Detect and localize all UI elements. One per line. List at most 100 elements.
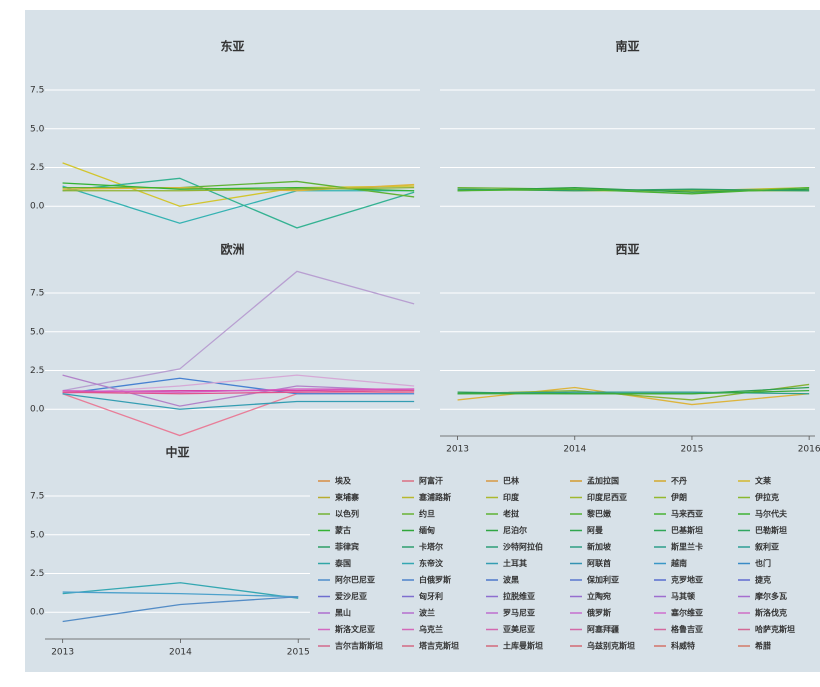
panel-title: 西亚 [615,243,639,257]
legend-label: 巴基斯坦 [671,525,703,535]
panel-title: 东亚 [220,39,244,54]
legend-label: 不丹 [671,477,687,486]
legend-label: 阿曼 [587,525,603,535]
legend-label: 波兰 [419,608,435,618]
legend-label: 斯洛文尼亚 [335,624,375,634]
legend-label: 土库曼斯坦 [503,641,543,651]
legend-label: 巴林 [503,476,519,486]
legend-label: 尼泊尔 [503,525,527,535]
y-tick-label: 5.0 [30,327,45,337]
y-tick-label: 2.5 [30,569,44,579]
legend-label: 塞尔维亚 [670,608,703,618]
series-line [62,389,415,395]
series-line [62,186,415,192]
legend-label: 立陶宛 [587,591,611,601]
legend-label: 亚美尼亚 [503,624,535,634]
legend-label: 沙特阿拉伯 [503,542,543,552]
y-tick-label: 7.5 [30,86,44,96]
legend-label: 吉尔吉斯斯坦 [335,641,383,651]
series-line [457,391,810,395]
series-line [457,186,810,195]
legend-label: 希腊 [755,641,771,651]
y-tick-label: 2.5 [30,366,44,376]
legend-label: 马其顿 [671,591,695,601]
legend-label: 摩尔多瓦 [754,591,787,601]
legend-label: 缅甸 [419,525,435,535]
y-tick-label: 0.0 [30,405,45,415]
x-tick-label: 2015 [681,445,704,455]
panel-title: 南亚 [615,39,639,54]
series-line [62,596,299,623]
series-line [62,582,299,599]
legend-label: 泰国 [334,558,351,568]
y-tick-label: 7.5 [30,289,44,299]
legend-label: 伊拉克 [754,492,779,502]
x-tick-label: 2014 [563,445,586,455]
series-line [457,389,810,395]
legend-label: 孟加拉国 [587,476,619,486]
legend-label: 波黑 [503,575,519,585]
legend-label: 马尔代夫 [755,509,788,519]
x-tick-label: 2013 [446,445,469,455]
legend-label: 保加利亚 [586,575,619,585]
x-tick-label: 2016 [798,445,820,455]
legend-label: 埃及 [335,476,352,486]
legend-label: 克罗地亚 [671,575,703,585]
x-tick-label: 2013 [51,648,74,658]
series-line [62,377,415,395]
y-tick-label: 0.0 [30,202,45,212]
legend-label: 匈牙利 [418,591,443,601]
legend-label: 柬埔寨 [334,492,359,502]
y-tick-label: 0.0 [30,608,45,618]
series-line [62,591,299,598]
legend-label: 罗马尼亚 [503,609,535,618]
series-line [62,185,415,224]
series-line [62,391,415,437]
legend-label: 黑山 [335,608,351,618]
legend-label: 卡塔尔 [419,542,443,552]
legend-label: 白俄罗斯 [419,575,451,585]
legend-label: 文莱 [755,476,771,486]
legend-label: 俄罗斯 [586,608,611,618]
legend-label: 越南 [670,558,687,568]
legend-label: 印度尼西亚 [587,492,627,502]
legend-label: 乌兹别克斯坦 [587,641,635,651]
x-tick-label: 2014 [169,648,192,658]
legend-label: 伊朗 [670,492,687,502]
legend-label: 捷克 [755,575,771,585]
legend-label: 塞浦路斯 [418,492,451,502]
legend-label: 以色列 [335,509,359,519]
legend-label: 格鲁吉亚 [671,624,703,634]
legend-label: 哈萨克斯坦 [755,624,795,634]
y-tick-label: 2.5 [30,163,44,173]
y-tick-label: 5.0 [30,124,45,134]
y-tick-label: 7.5 [30,492,44,502]
legend-label: 斯洛伐克 [755,608,787,618]
legend-label: 乌克兰 [419,624,443,634]
legend-label: 巴勒斯坦 [755,525,787,535]
legend-label: 印度 [503,492,520,502]
series-line [62,374,415,407]
background [25,10,820,672]
legend-label: 老挝 [502,509,520,519]
legend-label: 斯里兰卡 [671,542,703,552]
legend-label: 爱沙尼亚 [335,591,367,601]
legend-label: 叙利亚 [755,542,779,552]
legend-label: 塔吉克斯坦 [419,641,459,651]
panel-title: 欧洲 [220,242,244,257]
legend-label: 科威特 [671,641,695,651]
series-line [62,393,415,410]
legend-label: 黎巴嫩 [587,509,612,519]
series-line [62,270,415,392]
legend-label: 拉脱维亚 [503,591,535,601]
legend-label: 马来西亚 [671,509,703,519]
legend-label: 土耳其 [503,558,527,568]
series-line [62,177,415,229]
legend-label: 菲律宾 [335,542,359,552]
series-line [62,388,415,393]
x-tick-label: 2015 [287,648,310,658]
legend-label: 阿联酋 [587,558,611,568]
series-line [62,374,415,395]
legend-label: 约旦 [419,509,435,519]
legend-label: 蒙古 [335,525,351,535]
